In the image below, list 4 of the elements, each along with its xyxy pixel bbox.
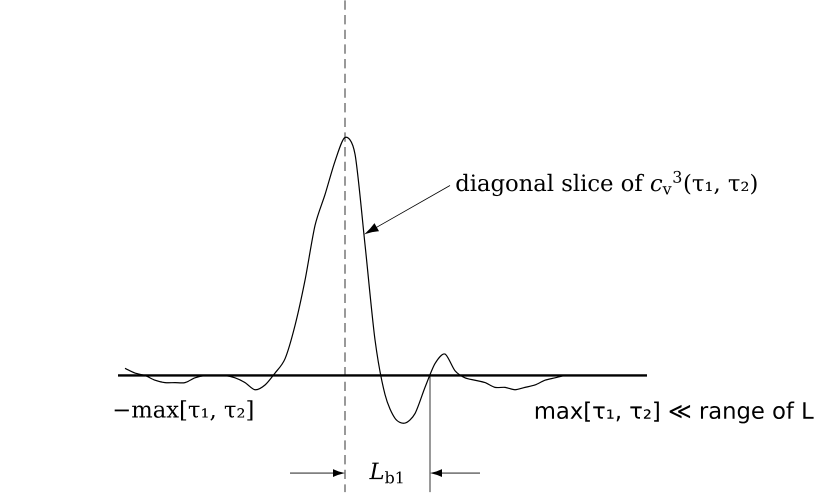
annotation: −max[τ₁, τ₂]: [114, 400, 252, 420]
text: L$_{b1}$: [369, 462, 403, 484]
annotation: max[τ₁, τ₂] ≪ range of L: [536, 401, 814, 424]
annotation: diagonal slice of c$_{v}$$^{3}$(τ₁, τ₂): [456, 170, 757, 196]
